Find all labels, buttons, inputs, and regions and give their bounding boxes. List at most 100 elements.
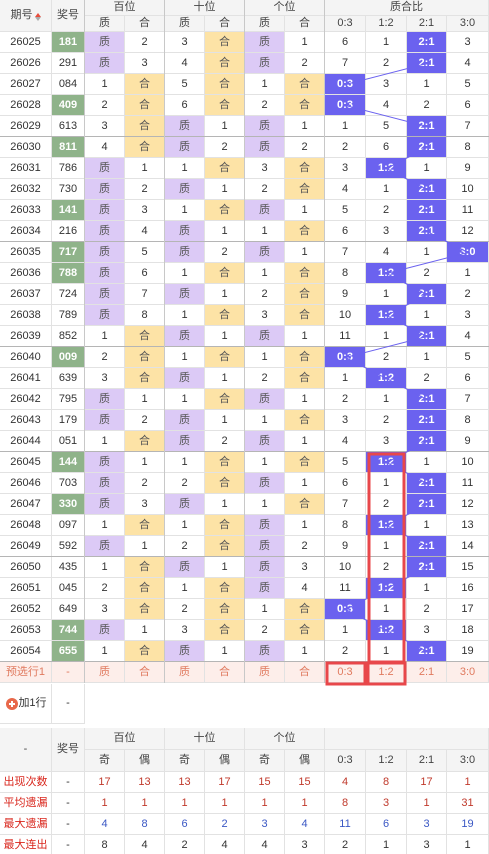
preselect-cell[interactable]: 合 bbox=[285, 662, 325, 683]
preselect-cell[interactable]: 质 bbox=[165, 662, 205, 683]
group-header bbox=[325, 728, 489, 750]
sub-header: 质 bbox=[85, 16, 125, 32]
digit-cell: 1 bbox=[245, 347, 285, 368]
add-row-button[interactable]: 加1行 bbox=[0, 684, 52, 724]
sub-header: 合 bbox=[285, 16, 325, 32]
ratio-cell: 2 bbox=[407, 599, 447, 620]
digit-cell: 质 bbox=[165, 368, 205, 389]
sub-header: 1:2 bbox=[366, 750, 407, 772]
sub-header: 3:0 bbox=[447, 750, 489, 772]
ratio-cell: 1 bbox=[366, 599, 407, 620]
group-header: 百位 bbox=[85, 728, 165, 750]
digit-cell: 8 bbox=[125, 305, 165, 326]
ratio-cell: 0:3 bbox=[325, 74, 366, 95]
issue: 26026 bbox=[0, 53, 52, 74]
stat-value: 1 bbox=[245, 793, 285, 814]
ratio-cell: 1 bbox=[407, 578, 447, 599]
sub-header: 质 bbox=[165, 16, 205, 32]
digit-cell: 3 bbox=[285, 557, 325, 578]
ratio-cell: 1 bbox=[407, 305, 447, 326]
digit-cell: 合 bbox=[205, 473, 245, 494]
digit-cell: 3 bbox=[85, 599, 125, 620]
digit-cell: 1 bbox=[125, 389, 165, 410]
ratio-cell: 1 bbox=[325, 116, 366, 137]
preselect-cell[interactable]: 3:0 bbox=[447, 662, 489, 683]
stat-value: 8 bbox=[125, 814, 165, 835]
preselect-cell[interactable]: 合 bbox=[125, 662, 165, 683]
ratio-cell: 5 bbox=[447, 347, 489, 368]
stat-value: 8 bbox=[85, 835, 125, 854]
preselect-cell[interactable]: 0:3 bbox=[325, 662, 366, 683]
digit-cell: 质 bbox=[85, 158, 125, 179]
digit-cell: 1 bbox=[165, 578, 205, 599]
ratio-cell: 4 bbox=[366, 242, 407, 263]
digit-cell: 质 bbox=[85, 200, 125, 221]
stat-value: 6 bbox=[366, 814, 407, 835]
add-row-number: - bbox=[52, 684, 85, 724]
sort-icon[interactable] bbox=[34, 17, 41, 22]
ratio-cell: 6 bbox=[325, 221, 366, 242]
digit-cell: 质 bbox=[85, 221, 125, 242]
preselect-cell[interactable]: 质 bbox=[85, 662, 125, 683]
digit-cell: 1 bbox=[245, 221, 285, 242]
add-icon[interactable] bbox=[6, 698, 18, 710]
digit-cell: 1 bbox=[285, 200, 325, 221]
digit-cell: 合 bbox=[125, 368, 165, 389]
ratio-cell: 2 bbox=[366, 494, 407, 515]
stat-value: 1 bbox=[125, 793, 165, 814]
digit-cell: 2 bbox=[245, 368, 285, 389]
number: 409 bbox=[52, 95, 85, 116]
sort-icon[interactable] bbox=[34, 13, 41, 18]
ratio-cell: 1 bbox=[407, 515, 447, 536]
digit-cell: 1 bbox=[285, 515, 325, 536]
digit-cell: 合 bbox=[205, 347, 245, 368]
ratio-cell: 9 bbox=[325, 536, 366, 557]
digit-cell: 6 bbox=[165, 95, 205, 116]
preselect-cell[interactable]: 2:1 bbox=[407, 662, 447, 683]
stat-value: 15 bbox=[245, 772, 285, 793]
preselect-cell[interactable]: 1:2 bbox=[366, 662, 407, 683]
issue: 26028 bbox=[0, 95, 52, 116]
digit-cell: 合 bbox=[205, 620, 245, 641]
ratio-cell: 2:1 bbox=[407, 116, 447, 137]
ratio-cell: 19 bbox=[447, 641, 489, 662]
group-header: 百位 bbox=[85, 0, 165, 16]
ratio-cell: 10 bbox=[325, 305, 366, 326]
ratio-cell: 6 bbox=[325, 473, 366, 494]
digit-cell: 质 bbox=[245, 200, 285, 221]
digit-cell: 1 bbox=[205, 410, 245, 431]
digit-cell: 合 bbox=[205, 536, 245, 557]
ratio-cell: 2:1 bbox=[407, 32, 447, 53]
digit-cell: 质 bbox=[245, 137, 285, 158]
digit-cell: 1 bbox=[165, 515, 205, 536]
ratio-cell: 0:3 bbox=[325, 95, 366, 116]
sub-header: 偶 bbox=[285, 750, 325, 772]
ratio-cell: 1 bbox=[407, 242, 447, 263]
sub-header: 奇 bbox=[165, 750, 205, 772]
number: 788 bbox=[52, 263, 85, 284]
digit-cell: 质 bbox=[245, 53, 285, 74]
ratio-cell: 1:2 bbox=[366, 263, 407, 284]
add-row-label[interactable]: 加1行 bbox=[18, 697, 47, 709]
stat-value: 3 bbox=[407, 814, 447, 835]
digit-cell: 合 bbox=[125, 515, 165, 536]
stat-label: 出现次数 bbox=[0, 772, 52, 793]
digit-cell: 质 bbox=[85, 242, 125, 263]
stat-value: 1 bbox=[366, 835, 407, 854]
digit-cell: 质 bbox=[85, 32, 125, 53]
digit-cell: 合 bbox=[125, 557, 165, 578]
ratio-cell: 11 bbox=[325, 326, 366, 347]
digit-cell: 质 bbox=[245, 242, 285, 263]
ratio-cell: 1:2 bbox=[366, 452, 407, 473]
ratio-cell: 1 bbox=[407, 158, 447, 179]
ratio-cell: 3 bbox=[366, 431, 407, 452]
digit-cell: 2 bbox=[85, 95, 125, 116]
stat-number: - bbox=[52, 835, 85, 854]
ratio-cell: 2:1 bbox=[407, 536, 447, 557]
digit-cell: 2 bbox=[85, 578, 125, 599]
stat-value: 17 bbox=[407, 772, 447, 793]
preselect-cell[interactable]: 质 bbox=[245, 662, 285, 683]
issue: 26038 bbox=[0, 305, 52, 326]
number: 051 bbox=[52, 431, 85, 452]
preselect-cell[interactable]: 合 bbox=[205, 662, 245, 683]
